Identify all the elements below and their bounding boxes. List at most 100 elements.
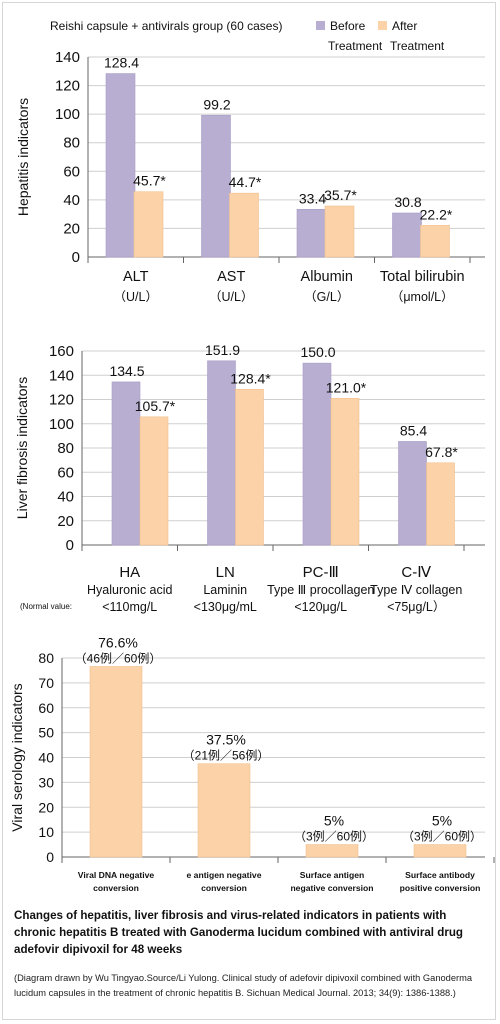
bar (302, 362, 332, 546)
data-label: 150.0 (300, 344, 335, 360)
y-tick-label: 120 (55, 78, 80, 95)
x-category-fullname: Type Ⅲ procollagen (267, 583, 374, 597)
bar (201, 114, 231, 258)
data-label: 128.4* (230, 370, 271, 386)
data-label: 22.2* (420, 206, 453, 222)
data-label: 85.4 (400, 422, 427, 438)
x-category-label: Surface antibody (405, 870, 475, 880)
y-tick-label: 140 (55, 49, 80, 66)
x-category-fullname: Type Ⅳ collagen (370, 583, 462, 597)
x-category-label: ALT (123, 269, 149, 285)
x-category-label: conversion (93, 883, 139, 893)
data-label: 5% (432, 813, 452, 829)
x-category-label: Total bilirubin (380, 269, 465, 285)
y-tick-label: 20 (57, 513, 74, 530)
bar (330, 397, 360, 546)
y-tick-label: 0 (46, 849, 54, 865)
y-tick-label: 100 (49, 416, 74, 433)
bar (235, 389, 264, 546)
x-category-normal: <130μg/mL (194, 600, 257, 614)
bar (139, 416, 169, 546)
y-tick-label: 80 (63, 135, 80, 152)
data-label: 76.6% (98, 634, 138, 650)
y-tick-label: 40 (63, 192, 80, 209)
legend-label: After (392, 19, 417, 33)
y-axis-label: Viral serology indicators (9, 683, 25, 831)
x-category-normal: <110mg/L (102, 600, 157, 614)
legend-label: Treatment (390, 39, 445, 53)
x-category-label: negative conversion (290, 883, 373, 893)
legend-title: Reishi capsule + antivirals group (60 ca… (50, 19, 282, 33)
bar (305, 844, 359, 858)
x-category-label: PC-Ⅲ (303, 564, 339, 581)
y-tick-label: 140 (49, 367, 74, 384)
x-category-unit: （U/L） (114, 290, 158, 304)
legend-swatch (316, 21, 325, 30)
x-category-label: LN (216, 564, 235, 581)
x-category-label: conversion (201, 883, 247, 893)
bar (296, 208, 327, 258)
figure-source: (Diagram drawn by Wu Tingyao.Source/Li Y… (14, 973, 473, 998)
y-tick-label: 60 (57, 464, 74, 481)
bar (133, 191, 164, 258)
y-tick-label: 40 (38, 750, 54, 766)
bar (324, 205, 355, 258)
x-category-label: AST (217, 269, 245, 285)
bar (392, 212, 422, 258)
data-sublabel: （46例／60例） (75, 651, 162, 665)
legend-swatch (378, 21, 387, 30)
y-tick-label: 50 (38, 725, 54, 741)
data-label: 45.7* (133, 173, 166, 189)
bar (398, 441, 427, 546)
x-category-fullname: Hyaluronic acid (87, 583, 173, 597)
x-category-unit: （μmol/L） (391, 290, 454, 304)
x-category-normal: <120μg/L (294, 600, 347, 614)
x-category-label: e antigen negative (187, 870, 262, 880)
y-axis-label: Liver fibrosis indicators (14, 377, 30, 519)
data-label: 37.5% (206, 732, 246, 748)
y-tick-label: 100 (55, 106, 80, 123)
data-label: 44.7* (229, 174, 262, 190)
x-category-label: C-Ⅳ (401, 564, 431, 581)
y-tick-label: 120 (49, 392, 74, 409)
normal-value-label: (Normal value: (20, 602, 72, 611)
y-tick-label: 20 (63, 220, 80, 237)
y-tick-label: 30 (38, 774, 54, 790)
y-tick-label: 20 (38, 799, 54, 815)
legend-label: Treatment (328, 39, 383, 53)
data-label: 67.8* (425, 444, 458, 460)
y-tick-label: 0 (72, 249, 80, 266)
bar (207, 360, 236, 546)
y-tick-label: 70 (38, 675, 54, 691)
figure-caption: Changes of hepatitis, liver fibrosis and… (14, 909, 463, 956)
data-label: 105.7* (135, 398, 176, 414)
data-label: 121.0* (326, 379, 367, 395)
y-tick-label: 40 (57, 489, 74, 506)
data-label: 35.7* (324, 187, 357, 203)
y-tick-label: 80 (57, 440, 74, 457)
x-category-fullname: Laminin (203, 583, 247, 597)
data-label: 33.4 (299, 190, 326, 206)
y-tick-label: 10 (38, 824, 54, 840)
y-tick-label: 80 (38, 650, 54, 666)
legend-label: Before (330, 19, 366, 33)
data-label: 128.4 (104, 55, 139, 71)
data-label: 5% (324, 813, 344, 829)
bar (420, 224, 450, 258)
y-tick-label: 160 (49, 343, 74, 360)
x-category-label: Albumin (301, 269, 353, 285)
data-label: 151.9 (205, 342, 240, 358)
x-category-unit: （U/L） (209, 290, 253, 304)
data-label: 134.5 (109, 363, 144, 379)
x-category-label: Surface antigen (300, 870, 364, 880)
x-category-label: HA (119, 564, 140, 581)
data-sublabel: （21例／56例） (183, 749, 270, 763)
bar (229, 192, 259, 258)
data-sublabel: （3例／60例） (294, 830, 374, 844)
bar (89, 666, 143, 858)
y-axis-label: Hepatitis indicators (15, 98, 31, 216)
x-category-unit: （G/L） (304, 290, 349, 304)
bar (105, 73, 136, 258)
